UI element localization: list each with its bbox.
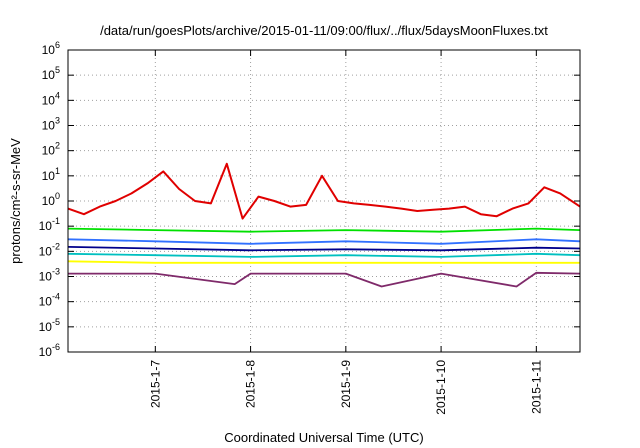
x-tick-label: 2015-1-10 <box>434 360 448 415</box>
y-tick-label: 105 <box>42 65 60 82</box>
y-tick-label: 102 <box>42 141 60 158</box>
y-tick-label: 10-2 <box>39 241 60 258</box>
y-tick-label: 10-4 <box>39 292 60 309</box>
ticks <box>68 49 580 353</box>
grid <box>68 50 580 352</box>
x-tick-label: 2015-1-9 <box>339 360 353 408</box>
series-line <box>67 260 580 264</box>
y-axis-label: protons/cm²-s-sr-MeV <box>8 138 23 264</box>
x-tick-label: 2015-1-8 <box>244 360 258 408</box>
y-tick-label: 10-5 <box>39 317 60 334</box>
y-tick-label: 106 <box>42 40 60 57</box>
series-line <box>67 238 581 245</box>
y-tick-label: 104 <box>42 90 60 107</box>
series-line <box>67 162 581 220</box>
y-tick-label: 10-1 <box>39 216 60 233</box>
series-line <box>67 227 581 233</box>
x-tick-label: 2015-1-11 <box>529 360 543 414</box>
y-tick-labels: 106 105 104 103 102 101 100 10-1 10-2 10-3 10-4 10-… <box>39 40 60 359</box>
x-tick-label: 2015-1-7 <box>148 360 162 408</box>
x-tick-labels: 2015-1-7 2015-1-8 2015-1-9 2015-1-10 2015-1-… <box>148 360 543 415</box>
y-tick-label: 103 <box>42 116 60 133</box>
series-group <box>67 162 581 288</box>
series-line <box>68 271 581 288</box>
series-line <box>67 252 581 258</box>
chart-title: /data/run/goesPlots/archive/2015-01-11/0… <box>100 23 548 38</box>
series-line <box>67 246 581 252</box>
y-tick-label: 100 <box>42 191 60 208</box>
x-axis-label: Coordinated Universal Time (UTC) <box>224 430 423 445</box>
y-tick-label: 10-3 <box>39 267 60 284</box>
y-tick-label: 10-6 <box>39 342 60 359</box>
y-tick-label: 101 <box>42 166 60 183</box>
